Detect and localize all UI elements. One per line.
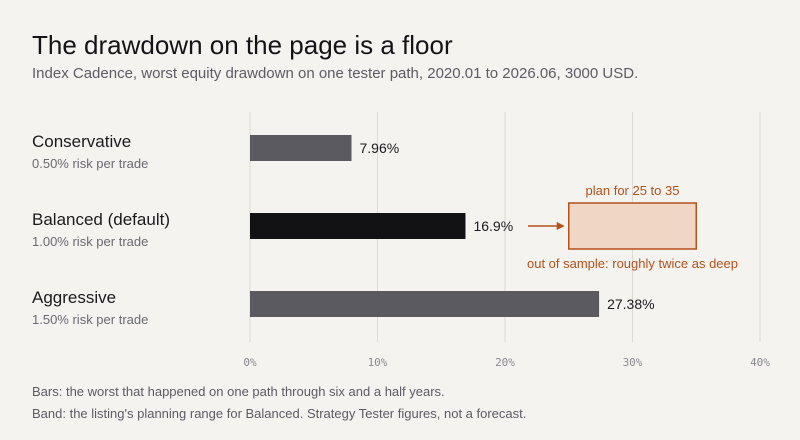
value-label-2: 27.38%: [607, 296, 654, 312]
category-sublabel-0: 0.50% risk per trade: [32, 156, 148, 171]
x-axis-ticks: 0% 10% 20% 30% 40%: [243, 356, 770, 369]
category-label-0: Conservative: [32, 132, 131, 151]
band-arrow-head: [556, 222, 565, 230]
category-labels: Conservative 0.50% risk per trade Balanced…: [32, 132, 170, 327]
band-label-top: plan for 25 to 35: [586, 183, 680, 198]
bar-2: [250, 291, 600, 317]
footnote-bars: Bars: the worst that happened on one pat…: [32, 384, 445, 399]
bar-0: [250, 135, 352, 161]
bars: 7.96% 16.9% 27.38%: [250, 135, 655, 317]
x-tick-label-30: 30%: [623, 356, 643, 369]
x-tick-label-20: 20%: [495, 356, 515, 369]
x-tick-label-40: 40%: [750, 356, 770, 369]
band-label-bottom: out of sample: roughly twice as deep: [527, 256, 738, 271]
bar-1: [250, 213, 466, 239]
category-label-1: Balanced (default): [32, 210, 170, 229]
footnote-band: Band: the listing's planning range for B…: [32, 406, 527, 421]
category-label-2: Aggressive: [32, 288, 116, 307]
planning-band-rect: [568, 202, 697, 250]
chart-subtitle: Index Cadence, worst equity drawdown on …: [32, 65, 639, 82]
value-label-1: 16.9%: [473, 218, 513, 234]
value-label-0: 7.96%: [359, 140, 399, 156]
category-sublabel-2: 1.50% risk per trade: [32, 312, 148, 327]
chart-title: The drawdown on the page is a floor: [32, 30, 453, 60]
planning-band: plan for 25 to 35 out of sample: roughly …: [527, 183, 738, 271]
x-tick-label-0: 0%: [243, 356, 257, 369]
category-sublabel-1: 1.00% risk per trade: [32, 234, 148, 249]
x-tick-label-10: 10%: [368, 356, 388, 369]
